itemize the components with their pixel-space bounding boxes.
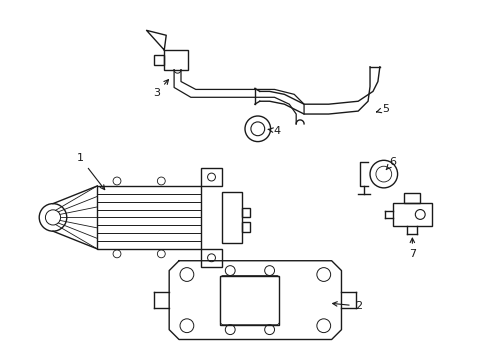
Bar (200, 168, 222, 186)
Bar (242, 222, 249, 232)
Bar (97, 186, 200, 249)
Text: 7: 7 (408, 238, 415, 259)
Text: 6: 6 (386, 157, 395, 170)
Bar (242, 208, 249, 217)
Text: 3: 3 (153, 80, 168, 98)
Bar (404, 193, 419, 203)
Bar (220, 275, 279, 325)
Text: 5: 5 (376, 104, 388, 114)
Text: 4: 4 (267, 126, 281, 136)
Bar (222, 192, 242, 243)
Text: 1: 1 (77, 153, 104, 190)
Bar (154, 55, 164, 65)
Text: 2: 2 (332, 301, 361, 311)
Bar (200, 249, 222, 267)
Bar (392, 203, 431, 226)
Bar (164, 50, 187, 70)
